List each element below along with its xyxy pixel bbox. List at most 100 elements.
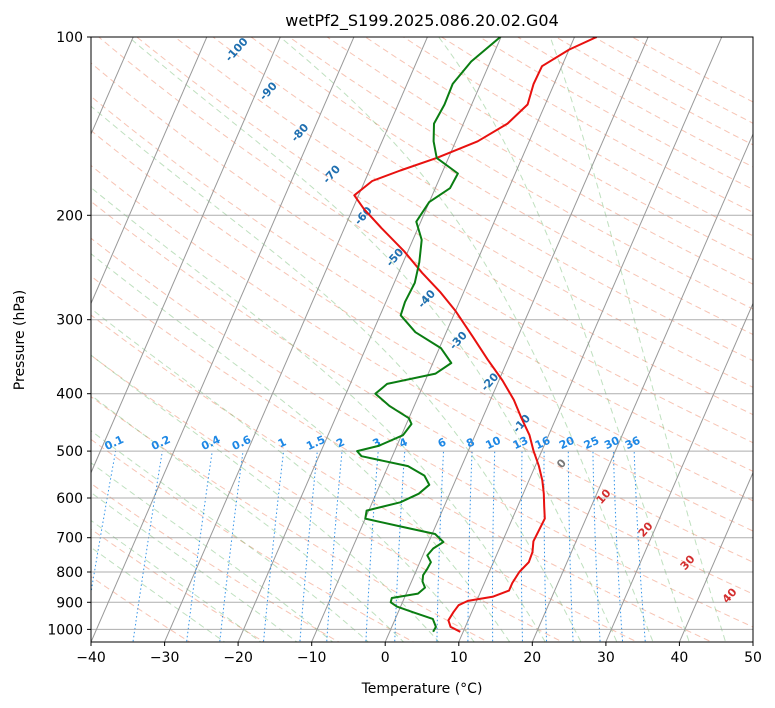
- x-tick-label: 20: [523, 650, 541, 666]
- mixing-ratio-label: 6: [436, 435, 449, 450]
- y-axis-title: Pressure (hPa): [12, 290, 28, 390]
- mixing-ratio-label: 25: [582, 434, 601, 452]
- mixing-ratio-line: [326, 451, 343, 642]
- isotherm-line: [678, 471, 753, 642]
- x-axis-title: Temperature (°C): [361, 681, 483, 697]
- y-tick-label: 200: [56, 208, 83, 224]
- moist-adiabat: [128, 37, 618, 642]
- isotherm-line: [531, 132, 753, 642]
- isotherm-line: [163, 37, 428, 642]
- mixing-ratio-line: [633, 451, 646, 642]
- reference-lines: [0, 10, 753, 649]
- mixing-ratio-line: [262, 451, 285, 642]
- moist-adiabat: [91, 519, 262, 642]
- moist-adiabat: [91, 308, 475, 642]
- x-tick-label: −20: [223, 650, 253, 666]
- grid-lines: [91, 37, 753, 630]
- mixing-ratio-line: [219, 451, 244, 642]
- y-tick-label: 800: [56, 565, 83, 581]
- y-tick-label: 700: [56, 531, 83, 547]
- mixing-ratio-label: 13: [511, 434, 530, 452]
- dry-adiabat: [91, 95, 753, 502]
- dry-adiabat: [91, 164, 753, 563]
- y-axis: 1000 900 800 700 600 500 400 300 200 100: [47, 30, 91, 638]
- dry-adiabat: [364, 37, 753, 261]
- isotherm-line: [91, 37, 281, 474]
- mixing-ratio-line: [467, 451, 473, 642]
- mixing-ratio-line: [567, 451, 574, 642]
- mixing-ratio-label: 2: [334, 435, 346, 450]
- x-axis: −40 −30 −20 −10 0 10 20 30 40 50: [76, 642, 762, 666]
- mixing-ratio-label: 36: [623, 434, 643, 452]
- dry-adiabat: [250, 37, 753, 336]
- moist-adiabat: [279, 37, 654, 642]
- isotherm-label: -100: [223, 35, 251, 64]
- y-tick-label: 100: [56, 30, 83, 46]
- chart-title: wetPf2_S199.2025.086.20.02.G04: [285, 11, 559, 31]
- y-tick-label: 400: [56, 387, 83, 403]
- isotherm-line: [752, 640, 753, 642]
- mixing-ratio-line: [592, 451, 601, 642]
- reference-labels: 0.1 0.2 0.4 0.6 1 1.5 2 3 4 6 8 10 13 16 20 25 30 36-100-…: [103, 35, 740, 606]
- dry-adiabat: [91, 354, 564, 642]
- dry-adiabat: [478, 37, 753, 191]
- x-tick-label: 40: [670, 650, 688, 666]
- dry-adiabat: [516, 37, 753, 168]
- isotherm-label: 30: [678, 552, 698, 572]
- mixing-ratio-label: 1.5: [304, 433, 327, 453]
- isotherm-line: [311, 37, 576, 642]
- mixing-ratio-label: 0.1: [103, 433, 126, 453]
- series-group: [353, 37, 598, 633]
- isotherm-line: [91, 37, 355, 642]
- isotherm-line: [0, 10, 72, 649]
- isotherm-line: [237, 37, 502, 642]
- y-tick-label: 500: [56, 444, 83, 460]
- dry-adiabat: [91, 275, 713, 642]
- mixing-ratio-label: 20: [557, 434, 577, 452]
- mixing-ratio-line: [520, 451, 523, 642]
- isotherm-label: -40: [415, 287, 438, 311]
- mixing-ratio-label: 0.4: [199, 433, 222, 453]
- moist-adiabat: [91, 546, 226, 642]
- dry-adiabat: [288, 37, 753, 310]
- moist-adiabat: [91, 394, 405, 642]
- mixing-ratio-line: [365, 451, 379, 642]
- dry-adiabat: [91, 438, 415, 642]
- isotherm-label: -10: [510, 412, 533, 436]
- mixing-ratio-line: [436, 451, 444, 642]
- mixing-ratio-label: 30: [602, 434, 622, 452]
- dry-adiabat: [212, 37, 753, 362]
- dry-adiabat: [136, 37, 753, 416]
- y-tick-label: 600: [56, 491, 83, 507]
- isotherm-label: 0: [554, 456, 569, 471]
- dry-adiabat: [97, 37, 753, 444]
- dry-adiabat: [91, 482, 340, 642]
- mixing-ratio-line: [492, 451, 496, 642]
- mixing-ratio-label: 0.2: [149, 433, 172, 453]
- isotherm-line: [91, 37, 208, 305]
- dry-adiabat: [91, 129, 753, 532]
- plot-frame: [90, 36, 754, 643]
- isotherm-label: 20: [636, 519, 656, 539]
- mixing-ratio-line: [394, 451, 406, 642]
- dry-adiabat: [91, 314, 639, 642]
- mixing-ratio-label: 0.6: [230, 433, 253, 453]
- x-tick-label: −10: [297, 650, 327, 666]
- x-tick-label: 10: [450, 650, 468, 666]
- y-tick-label: 300: [56, 313, 83, 329]
- mixing-ratio-line: [132, 451, 163, 642]
- mixing-ratio-label: 1: [276, 435, 288, 450]
- moist-adiabat: [91, 430, 369, 642]
- dry-adiabat: [91, 200, 753, 595]
- x-tick-label: 50: [744, 650, 762, 666]
- isotherm-label: 10: [594, 486, 614, 506]
- isotherm-line: [458, 37, 723, 642]
- x-tick-label: 0: [381, 650, 390, 666]
- mixing-ratio-line: [299, 451, 318, 642]
- mixing-ratio-line: [91, 451, 117, 596]
- dry-adiabat: [592, 37, 753, 124]
- moist-adiabat: [549, 37, 727, 642]
- y-tick-label: 900: [56, 595, 83, 611]
- y-tick-label: 1000: [47, 622, 83, 638]
